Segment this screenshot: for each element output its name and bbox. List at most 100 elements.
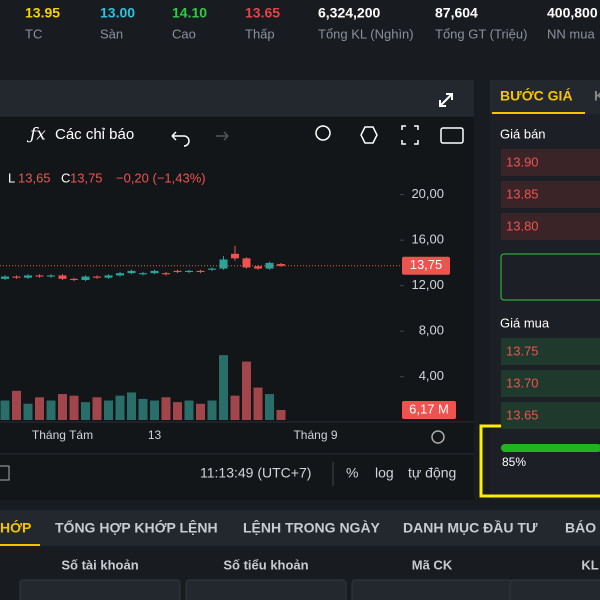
volume-bar <box>253 387 263 420</box>
tab[interactable]: LỆNH TRONG NGÀY <box>243 519 381 536</box>
tab[interactable]: TỔNG HỢP KHỚP LỆNH <box>55 519 218 536</box>
volume-bar <box>81 402 90 420</box>
y-tick-label: 12,00 <box>411 277 444 292</box>
input-box[interactable] <box>500 253 600 301</box>
candle-body <box>1 276 9 279</box>
y-tick-label: 8,00 <box>419 323 444 338</box>
stat-value: 87,604 <box>435 5 478 21</box>
stat-value: 13.95 <box>25 5 60 21</box>
axis-settings-icon[interactable] <box>431 430 445 444</box>
candle-body <box>127 270 136 274</box>
zoom-icon[interactable] <box>315 125 331 141</box>
fx-icon[interactable]: ƒx <box>26 125 46 145</box>
volume-bar <box>138 398 148 420</box>
order-book-tab[interactable]: K <box>594 88 600 104</box>
percent-toggle[interactable]: % <box>346 465 358 481</box>
x-tick-label: Tháng Tám <box>32 428 93 442</box>
stat-label: Tổng GT (Triệu) <box>435 26 527 41</box>
candle-body <box>93 276 101 278</box>
sell-price: 13.80 <box>506 218 539 233</box>
volume-bar <box>150 400 159 420</box>
legend-close: 13,75 <box>70 170 103 185</box>
volume-bar <box>92 397 102 420</box>
candle-body <box>173 270 182 273</box>
last-volume-box <box>402 400 456 419</box>
stat-label: Cao <box>172 26 196 41</box>
volume-bar <box>115 395 125 420</box>
candle-body <box>265 262 274 269</box>
sell-row <box>501 149 600 176</box>
candle-body <box>104 275 113 278</box>
chart-panel <box>0 80 474 500</box>
volume-bar <box>12 390 21 420</box>
volume-bar <box>35 397 44 420</box>
sell-row <box>501 213 600 240</box>
buy-price: 13.70 <box>506 375 539 390</box>
fullscreen-icon[interactable] <box>401 125 419 145</box>
stat-value: 400,800 <box>547 5 598 21</box>
volume-bar <box>161 397 171 420</box>
candle-body <box>58 275 67 279</box>
volume-bar <box>23 403 33 420</box>
order-book-tab[interactable]: BƯỚC GIÁ <box>500 87 573 104</box>
volume-bar <box>46 400 56 420</box>
last-price-label: 13,75 <box>410 257 443 272</box>
legend-low: 13,65 <box>18 170 51 185</box>
buy-row <box>501 370 600 397</box>
candle-body <box>139 273 147 275</box>
candle-body <box>196 270 205 273</box>
stat-label: Sàn <box>100 26 123 41</box>
buy-label: Giá mua <box>500 315 550 330</box>
order-book-panel <box>490 80 600 500</box>
candle-body <box>242 258 251 268</box>
column-header: Mã CK <box>412 557 453 572</box>
y-tick-label: 20,00 <box>411 186 444 201</box>
candle-body <box>24 275 32 278</box>
sell-price: 13.85 <box>506 186 539 201</box>
candle-body <box>208 268 216 270</box>
legend-close-label: C <box>61 170 70 185</box>
calendar-icon[interactable] <box>0 465 10 481</box>
filter-input[interactable] <box>509 579 600 600</box>
buy-price: 13.75 <box>506 343 539 358</box>
volume-bar <box>173 402 182 420</box>
filter-input[interactable] <box>19 579 181 600</box>
volume-bar <box>276 409 286 420</box>
volume-bar <box>58 394 67 420</box>
tab[interactable]: HỚP <box>0 519 31 536</box>
auto-toggle[interactable]: tự động <box>408 465 456 481</box>
stat-label: Tổng KL (Nghìn) <box>318 26 414 41</box>
clock: 11:13:49 (UTC+7) <box>200 465 311 481</box>
volume-bar <box>207 400 217 420</box>
tab[interactable]: DANH MỤC ĐẦU TƯ <box>403 520 538 536</box>
log-toggle[interactable]: log <box>375 465 394 481</box>
expand-icon[interactable] <box>439 93 453 107</box>
undo-icon[interactable] <box>171 131 190 147</box>
settings-icon[interactable] <box>360 126 378 144</box>
last-price-box <box>402 256 450 275</box>
volume-bar <box>230 395 240 420</box>
filter-input[interactable] <box>185 579 347 600</box>
candle-body <box>81 276 90 280</box>
volume-bar <box>184 400 194 420</box>
volume-bar <box>0 400 10 420</box>
candle-body <box>47 275 55 277</box>
x-tick-label: 13 <box>148 428 162 442</box>
redo-icon <box>216 131 229 141</box>
candle-body <box>150 270 159 274</box>
buy-row <box>501 338 600 365</box>
progress-bar <box>501 444 600 452</box>
indicators-button[interactable]: Các chỉ báo <box>55 126 134 143</box>
stat-value: 14.10 <box>172 5 207 21</box>
tab[interactable]: BÁO <box>565 520 596 536</box>
order-book-tabs <box>490 80 600 114</box>
x-tick-label: Tháng 9 <box>293 428 337 442</box>
filter-input[interactable] <box>351 579 513 600</box>
stat-value: 6,324,200 <box>318 5 380 21</box>
candle-body <box>185 270 193 273</box>
last-volume-label: 6,17 M <box>409 401 449 416</box>
stat-label: TC <box>25 26 42 41</box>
camera-icon[interactable] <box>440 127 464 144</box>
progress-label: 85% <box>502 455 526 469</box>
